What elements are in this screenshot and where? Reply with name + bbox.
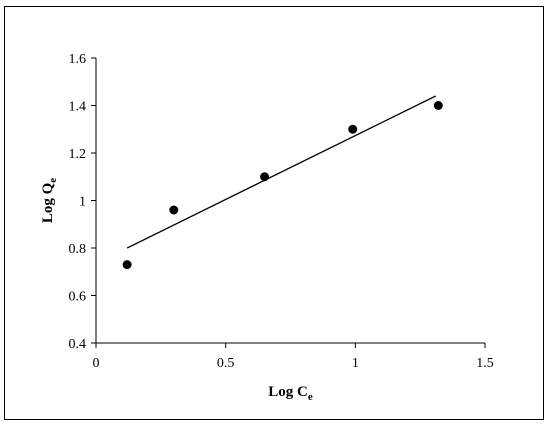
x-tick-label: 1 [352,356,359,371]
y-axis-title-base: Log Q [40,182,56,223]
y-tick-label: 0.4 [69,337,87,352]
data-point [122,260,132,270]
y-tick-label: 0.6 [69,290,87,305]
data-points [122,101,443,270]
x-axis-title-base: Log C [268,384,308,400]
y-tick-label: 1.4 [69,100,87,115]
chart-frame [4,6,544,420]
data-point [433,101,443,110]
data-point [260,172,270,182]
y-tick-label: 0.8 [69,242,87,257]
data-point [169,205,179,215]
x-tick-label: 1.5 [476,356,494,371]
tick-labels: 0.4 0.6 0.8 1 1.2 1.4 1.6 0 0.5 1 1.5 [69,52,494,371]
x-tick-label: 0.5 [217,356,235,371]
y-tick-label: 1.2 [69,147,87,162]
y-tick-label: 1 [79,195,86,210]
y-axis-title: Log Qe [40,178,59,223]
x-tick-label: 0 [93,356,100,371]
x-axis-title: Log Ce [268,384,313,403]
data-point [348,124,358,134]
trendline-group [126,95,437,249]
y-tick-label: 1.6 [69,52,87,67]
trendline [126,95,437,249]
y-axis-title-subscript: e [47,178,59,183]
x-axis-title-subscript: e [308,391,313,403]
axes [91,57,486,348]
